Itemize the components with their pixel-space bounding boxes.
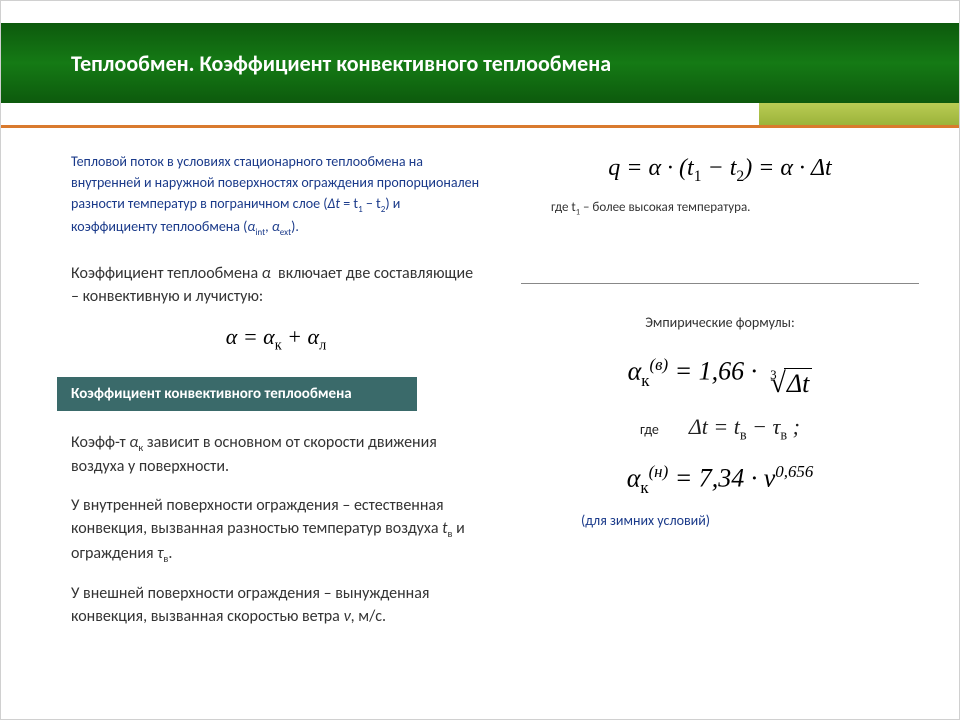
outer-alpha-formula: αк(н) = 7,34 · ν0,656 bbox=[521, 462, 919, 498]
cube-root: 3√Δt bbox=[764, 368, 813, 400]
inner-coef: 1,66 bbox=[699, 357, 745, 386]
depends-paragraph: Коэфф-т αк зависит в основном от скорост… bbox=[71, 431, 481, 478]
q-note: где t1 – более высокая температура. bbox=[551, 200, 919, 218]
outer-exponent: 0,656 bbox=[775, 462, 813, 481]
root-index: 3 bbox=[770, 367, 777, 383]
intro-paragraph: Тепловой поток в условиях стационарного … bbox=[71, 151, 481, 240]
convective-subheader: Коэффициент конвективного теплообмена bbox=[57, 377, 417, 411]
corner-ornament bbox=[759, 103, 959, 125]
where-label: где bbox=[640, 421, 659, 438]
outer-coef: 7,34 bbox=[699, 464, 745, 493]
delta-definition: Δt = tв − τв ; bbox=[689, 414, 800, 444]
right-column: q = α · (t1 − t2) = α · Δt где t1 – боле… bbox=[521, 151, 919, 699]
section-divider bbox=[521, 283, 919, 284]
title-band: Теплообмен. Коэффициент конвективного те… bbox=[1, 23, 959, 103]
outer-surface-paragraph: У внешней поверхности ограждения – вынуж… bbox=[71, 582, 481, 628]
where-row: где Δt = tв − τв ; bbox=[521, 414, 919, 444]
alpha-components-text: Коэффициент теплообмена α включает две с… bbox=[71, 262, 481, 308]
accent-line bbox=[1, 125, 959, 128]
left-column: Тепловой поток в условиях стационарного … bbox=[71, 151, 481, 699]
slide: Теплообмен. Коэффициент конвективного те… bbox=[0, 0, 960, 720]
q-formula: q = α · (t1 − t2) = α · Δt bbox=[521, 155, 919, 186]
slide-title: Теплообмен. Коэффициент конвективного те… bbox=[71, 50, 611, 77]
winter-note: (для зимних условий) bbox=[581, 512, 919, 529]
empirical-title: Эмпирические формулы: bbox=[521, 314, 919, 331]
content-grid: Тепловой поток в условиях стационарного … bbox=[71, 151, 919, 699]
alpha-sum-formula: α = αк + αл bbox=[71, 324, 481, 354]
inner-alpha-formula: αк(в) = 1,66 · 3√Δt bbox=[521, 355, 919, 400]
inner-surface-paragraph: У внутренней поверхности ограждения – ес… bbox=[71, 494, 481, 566]
